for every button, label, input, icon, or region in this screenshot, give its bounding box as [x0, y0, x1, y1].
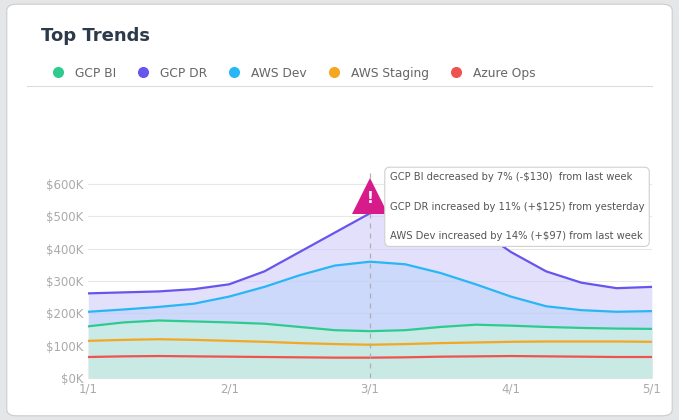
Legend: GCP BI, GCP DR, AWS Dev, AWS Staging, Azure Ops: GCP BI, GCP DR, AWS Dev, AWS Staging, Az… — [41, 62, 540, 84]
Text: GCP BI decreased by 7% (-$130)  from last week

GCP DR increased by 11% (+$125) : GCP BI decreased by 7% (-$130) from last… — [390, 172, 644, 242]
Text: !: ! — [367, 191, 373, 206]
Text: Top Trends: Top Trends — [41, 27, 150, 45]
Circle shape — [0, 187, 679, 207]
